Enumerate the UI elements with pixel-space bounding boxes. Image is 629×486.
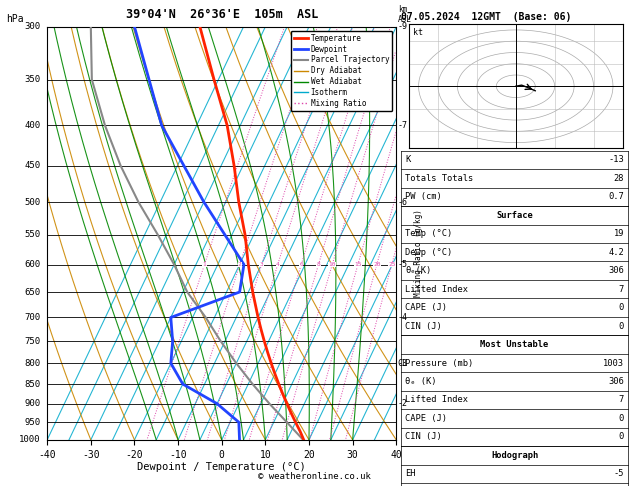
Text: Totals Totals: Totals Totals [405, 174, 474, 183]
Text: θₑ(K): θₑ(K) [405, 266, 431, 275]
Text: -13: -13 [608, 156, 624, 164]
Text: 306: 306 [608, 377, 624, 386]
Text: Lifted Index: Lifted Index [405, 396, 468, 404]
Text: 10: 10 [328, 262, 336, 267]
Text: 2: 2 [238, 262, 242, 267]
Text: CIN (J): CIN (J) [405, 322, 442, 330]
Text: -5: -5 [398, 260, 408, 269]
Text: -2: -2 [398, 399, 408, 408]
Text: 19: 19 [613, 229, 624, 238]
Text: 350: 350 [24, 75, 40, 84]
Text: 7: 7 [619, 396, 624, 404]
Text: Lifted Index: Lifted Index [405, 285, 468, 294]
Text: 4.2: 4.2 [608, 248, 624, 257]
Text: EH: EH [405, 469, 416, 478]
Text: 15: 15 [354, 262, 362, 267]
Text: 400: 400 [24, 121, 40, 130]
Text: 0.7: 0.7 [608, 192, 624, 201]
Text: -9: -9 [398, 22, 408, 31]
Text: 800: 800 [24, 359, 40, 368]
Text: 850: 850 [24, 380, 40, 389]
Text: 550: 550 [24, 230, 40, 239]
Text: 7: 7 [619, 285, 624, 294]
Text: CAPE (J): CAPE (J) [405, 303, 447, 312]
Text: -7: -7 [398, 121, 408, 130]
Text: 4: 4 [276, 262, 279, 267]
Text: 6: 6 [299, 262, 303, 267]
Text: CAPE (J): CAPE (J) [405, 414, 447, 423]
Text: 0: 0 [619, 303, 624, 312]
Text: 0: 0 [619, 433, 624, 441]
X-axis label: Dewpoint / Temperature (°C): Dewpoint / Temperature (°C) [137, 462, 306, 472]
Text: 500: 500 [24, 197, 40, 207]
Text: kt: kt [413, 28, 423, 37]
Text: Most Unstable: Most Unstable [481, 340, 548, 349]
Text: Hodograph: Hodograph [491, 451, 538, 460]
Legend: Temperature, Dewpoint, Parcel Trajectory, Dry Adiabat, Wet Adiabat, Isotherm, Mi: Temperature, Dewpoint, Parcel Trajectory… [291, 31, 392, 111]
Text: CL: CL [398, 359, 408, 368]
Text: km
ASL: km ASL [398, 5, 412, 24]
Text: 1: 1 [203, 262, 206, 267]
Text: K: K [405, 156, 410, 164]
Text: 39°04'N  26°36'E  105m  ASL: 39°04'N 26°36'E 105m ASL [126, 8, 318, 21]
Text: 3: 3 [260, 262, 264, 267]
Text: -5: -5 [613, 469, 624, 478]
Text: 20: 20 [373, 262, 381, 267]
Text: 0: 0 [619, 414, 624, 423]
Text: 750: 750 [24, 337, 40, 346]
Text: -3: -3 [398, 359, 408, 368]
Text: 300: 300 [24, 22, 40, 31]
Text: 600: 600 [24, 260, 40, 269]
Text: 650: 650 [24, 288, 40, 296]
Text: 306: 306 [608, 266, 624, 275]
Text: hPa: hPa [6, 14, 24, 24]
Text: Dewp (°C): Dewp (°C) [405, 248, 452, 257]
Text: Surface: Surface [496, 211, 533, 220]
Text: 900: 900 [24, 399, 40, 408]
Text: 0: 0 [619, 322, 624, 330]
Text: 1003: 1003 [603, 359, 624, 367]
Text: -4: -4 [398, 313, 408, 322]
Text: CIN (J): CIN (J) [405, 433, 442, 441]
Text: 1000: 1000 [19, 435, 40, 444]
Text: -6: -6 [398, 197, 408, 207]
Text: © weatheronline.co.uk: © weatheronline.co.uk [258, 472, 371, 481]
Text: Pressure (mb): Pressure (mb) [405, 359, 474, 367]
Text: 8: 8 [316, 262, 320, 267]
Text: Temp (°C): Temp (°C) [405, 229, 452, 238]
Text: 28: 28 [613, 174, 624, 183]
Text: 25: 25 [388, 262, 396, 267]
Text: θₑ (K): θₑ (K) [405, 377, 437, 386]
Text: 07.05.2024  12GMT  (Base: 06): 07.05.2024 12GMT (Base: 06) [401, 12, 572, 22]
Text: Mixing Ratio (g/kg): Mixing Ratio (g/kg) [415, 209, 423, 297]
Text: 450: 450 [24, 161, 40, 171]
Text: PW (cm): PW (cm) [405, 192, 442, 201]
Text: 950: 950 [24, 418, 40, 427]
Text: 700: 700 [24, 313, 40, 322]
